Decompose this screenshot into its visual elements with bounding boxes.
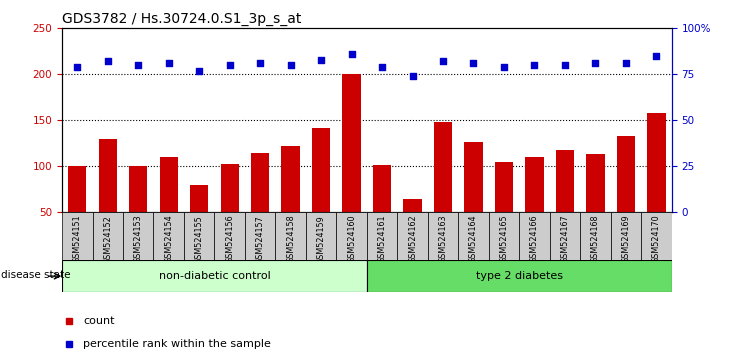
Point	[650, 53, 662, 59]
Text: GSM524151: GSM524151	[73, 215, 82, 263]
Text: GSM524161: GSM524161	[377, 215, 387, 263]
Bar	[190, 185, 208, 258]
FancyBboxPatch shape	[397, 212, 428, 260]
FancyBboxPatch shape	[93, 212, 123, 260]
Bar	[160, 157, 178, 258]
FancyBboxPatch shape	[337, 212, 366, 260]
Point	[163, 61, 174, 66]
Bar	[617, 136, 635, 258]
FancyBboxPatch shape	[519, 212, 550, 260]
Text: GSM524169: GSM524169	[621, 215, 631, 263]
Text: GSM524162: GSM524162	[408, 215, 417, 263]
Text: GSM524170: GSM524170	[652, 215, 661, 263]
Bar	[648, 113, 666, 258]
Bar	[404, 199, 422, 258]
Text: GSM524155: GSM524155	[195, 215, 204, 263]
Point	[437, 59, 449, 64]
Text: type 2 diabetes: type 2 diabetes	[476, 271, 563, 281]
Text: GSM524154: GSM524154	[164, 215, 173, 263]
Text: percentile rank within the sample: percentile rank within the sample	[83, 338, 272, 349]
FancyBboxPatch shape	[610, 212, 641, 260]
Text: GSM524157: GSM524157	[255, 215, 265, 263]
FancyBboxPatch shape	[153, 212, 184, 260]
Point	[315, 57, 327, 62]
Point	[620, 61, 631, 66]
Text: GSM524156: GSM524156	[225, 215, 234, 263]
Point	[193, 68, 205, 74]
FancyBboxPatch shape	[428, 212, 458, 260]
Bar	[434, 122, 452, 258]
FancyBboxPatch shape	[184, 212, 215, 260]
Bar	[312, 128, 330, 258]
Bar	[526, 157, 544, 258]
Text: GSM524165: GSM524165	[499, 215, 509, 263]
Text: GSM524167: GSM524167	[561, 215, 569, 263]
Text: GSM524164: GSM524164	[469, 215, 478, 263]
Text: GSM524159: GSM524159	[317, 215, 326, 263]
FancyBboxPatch shape	[245, 212, 275, 260]
Point	[132, 62, 144, 68]
FancyBboxPatch shape	[489, 212, 519, 260]
Point	[407, 73, 418, 79]
FancyBboxPatch shape	[550, 212, 580, 260]
Text: non-diabetic control: non-diabetic control	[158, 271, 270, 281]
Point	[559, 62, 571, 68]
Text: GDS3782 / Hs.30724.0.S1_3p_s_at: GDS3782 / Hs.30724.0.S1_3p_s_at	[62, 12, 301, 26]
Bar	[556, 150, 574, 258]
Bar	[282, 146, 300, 258]
Text: GSM524160: GSM524160	[347, 215, 356, 263]
Text: GSM524166: GSM524166	[530, 215, 539, 263]
Point	[72, 64, 83, 70]
Text: GSM524158: GSM524158	[286, 215, 295, 263]
Bar	[68, 166, 86, 258]
FancyBboxPatch shape	[366, 212, 397, 260]
Bar	[495, 162, 513, 258]
Bar	[464, 142, 483, 258]
Point	[468, 61, 480, 66]
Point	[346, 51, 358, 57]
Text: count: count	[83, 315, 115, 326]
Text: GSM524163: GSM524163	[439, 215, 447, 263]
Point	[285, 62, 296, 68]
Bar	[586, 154, 604, 258]
Text: GSM524168: GSM524168	[591, 215, 600, 263]
Point	[254, 61, 266, 66]
FancyBboxPatch shape	[306, 212, 337, 260]
Bar	[220, 164, 239, 258]
FancyBboxPatch shape	[580, 212, 610, 260]
Point	[529, 62, 540, 68]
Point	[590, 61, 602, 66]
FancyBboxPatch shape	[641, 212, 672, 260]
Text: GSM524152: GSM524152	[103, 215, 112, 263]
FancyBboxPatch shape	[275, 212, 306, 260]
Point	[224, 62, 236, 68]
Bar	[373, 165, 391, 258]
Bar	[342, 74, 361, 258]
Bar	[251, 153, 269, 258]
Point	[498, 64, 510, 70]
Bar	[99, 139, 117, 258]
FancyBboxPatch shape	[62, 212, 93, 260]
FancyBboxPatch shape	[62, 260, 366, 292]
FancyBboxPatch shape	[458, 212, 489, 260]
FancyBboxPatch shape	[215, 212, 245, 260]
Point	[376, 64, 388, 70]
FancyBboxPatch shape	[123, 212, 153, 260]
Bar	[129, 166, 147, 258]
Text: GSM524153: GSM524153	[134, 215, 143, 263]
Point	[102, 59, 114, 64]
Text: disease state: disease state	[1, 270, 71, 280]
FancyBboxPatch shape	[366, 260, 672, 292]
